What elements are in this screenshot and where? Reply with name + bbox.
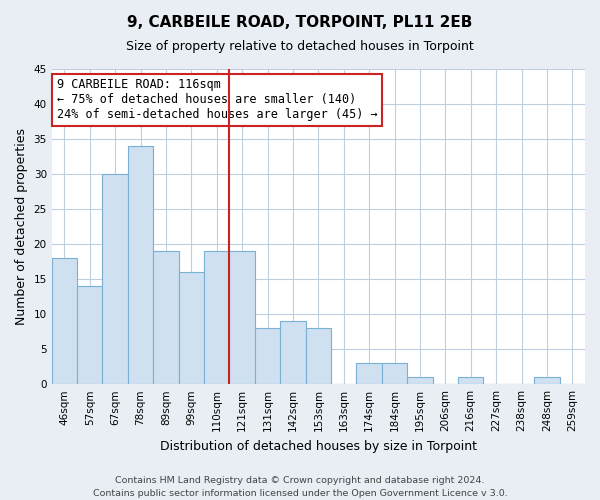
Bar bbox=[179, 272, 204, 384]
Text: 9, CARBEILE ROAD, TORPOINT, PL11 2EB: 9, CARBEILE ROAD, TORPOINT, PL11 2EB bbox=[127, 15, 473, 30]
Bar bbox=[52, 258, 77, 384]
Bar bbox=[356, 363, 382, 384]
Bar bbox=[229, 251, 255, 384]
Bar bbox=[407, 377, 433, 384]
Text: 9 CARBEILE ROAD: 116sqm
← 75% of detached houses are smaller (140)
24% of semi-d: 9 CARBEILE ROAD: 116sqm ← 75% of detache… bbox=[57, 78, 377, 122]
Bar bbox=[103, 174, 128, 384]
Bar bbox=[128, 146, 153, 384]
Bar bbox=[153, 251, 179, 384]
Bar bbox=[77, 286, 103, 384]
Y-axis label: Number of detached properties: Number of detached properties bbox=[15, 128, 28, 325]
Bar bbox=[382, 363, 407, 384]
Text: Contains HM Land Registry data © Crown copyright and database right 2024.
Contai: Contains HM Land Registry data © Crown c… bbox=[92, 476, 508, 498]
Text: Size of property relative to detached houses in Torpoint: Size of property relative to detached ho… bbox=[126, 40, 474, 53]
X-axis label: Distribution of detached houses by size in Torpoint: Distribution of detached houses by size … bbox=[160, 440, 477, 452]
Bar bbox=[534, 377, 560, 384]
Bar bbox=[255, 328, 280, 384]
Bar bbox=[305, 328, 331, 384]
Bar bbox=[204, 251, 229, 384]
Bar bbox=[458, 377, 484, 384]
Bar bbox=[280, 321, 305, 384]
